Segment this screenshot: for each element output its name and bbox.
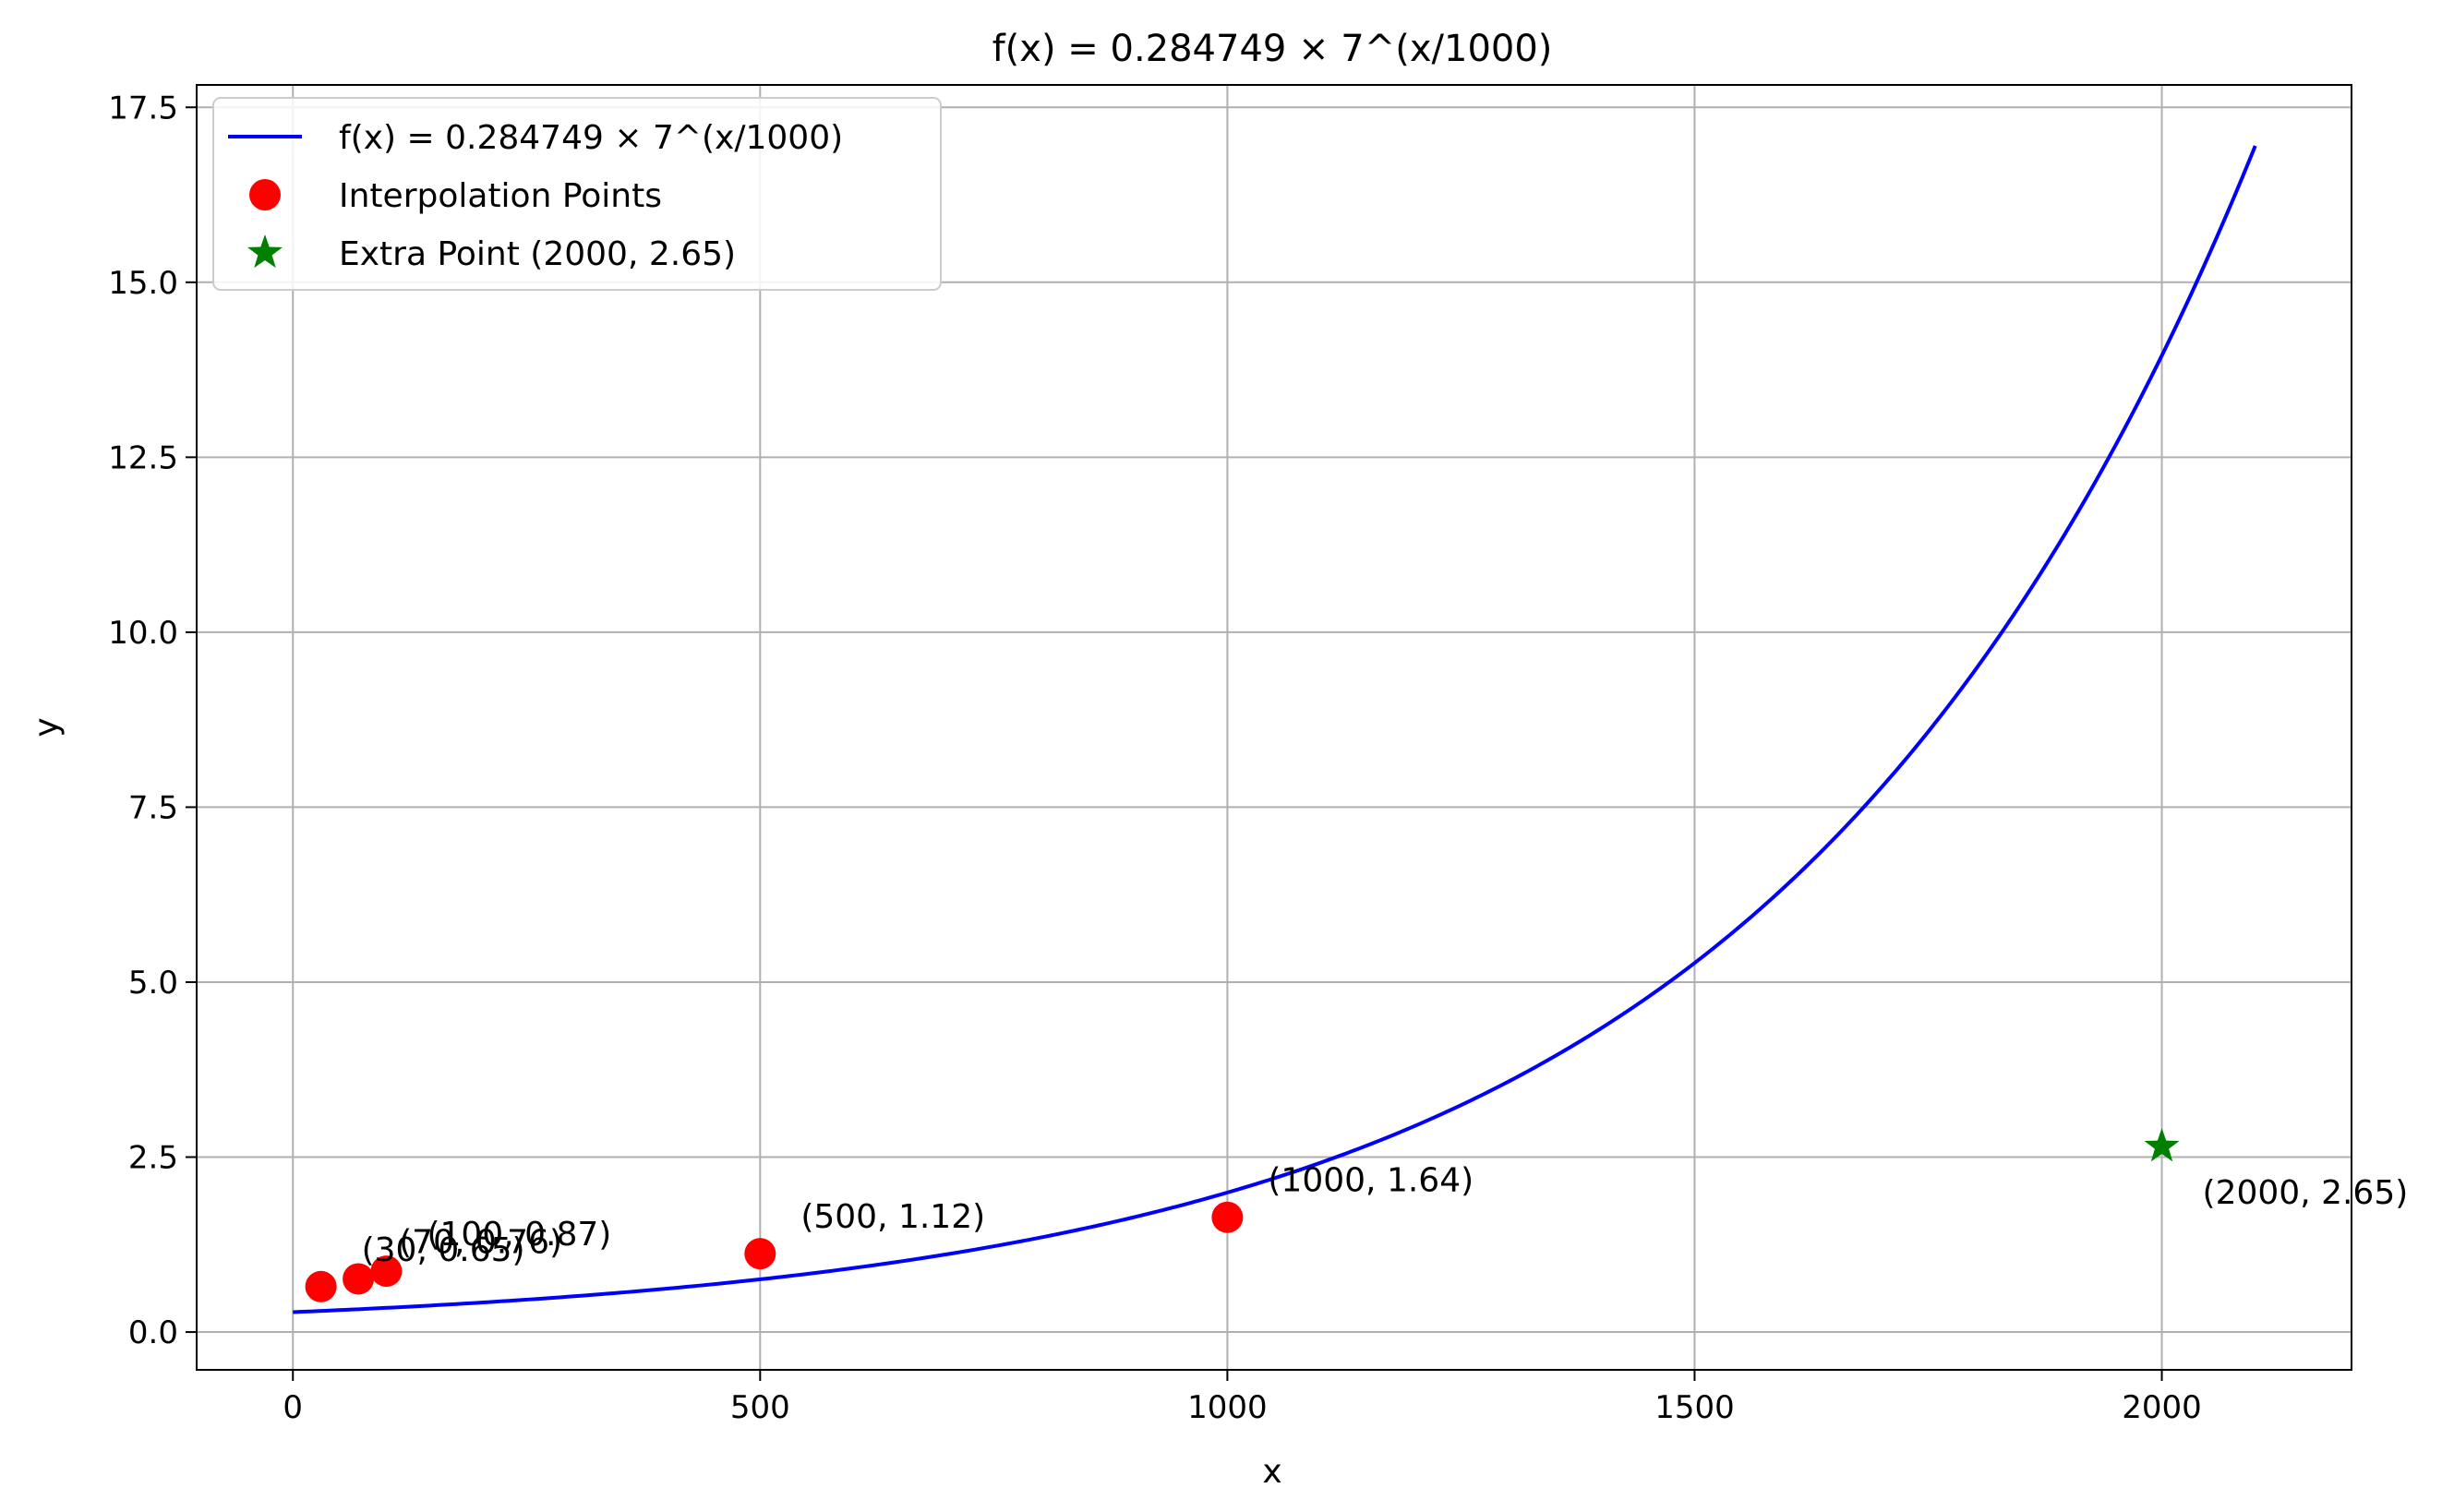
- interpolation-point: [1211, 1201, 1244, 1233]
- y-tick-label: 12.5: [108, 439, 178, 476]
- legend-label: Interpolation Points: [339, 177, 662, 215]
- y-axis-label: y: [28, 717, 66, 737]
- x-tick-label: 500: [730, 1389, 790, 1426]
- y-tick-label: 17.5: [108, 90, 178, 126]
- point-annotation: (100, 0.87): [427, 1216, 611, 1254]
- y-tick-label: 0.0: [128, 1314, 178, 1351]
- chart-title: f(x) = 0.284749 × 7^(x/1000): [992, 28, 1553, 70]
- legend-label: Extra Point (2000, 2.65): [339, 235, 736, 273]
- grid: [197, 85, 2352, 1370]
- legend-star-swatch: [247, 234, 283, 269]
- y-tick-label: 7.5: [128, 789, 178, 826]
- legend-label: f(x) = 0.284749 × 7^(x/1000): [339, 119, 843, 157]
- plot-area: (30, 0.65)(70, 0.76)(100, 0.87) (500, 1.1…: [293, 145, 2409, 1314]
- point-annotation: (30, 0.65): [362, 1231, 525, 1269]
- x-tick-label: 0: [283, 1389, 303, 1426]
- x-tick-label: 2000: [2122, 1389, 2202, 1426]
- x-tick-label: 1000: [1187, 1389, 1268, 1426]
- y-tick-label: 15.0: [108, 265, 178, 302]
- curve-line: [293, 145, 2257, 1314]
- x-axis-label: x: [1262, 1453, 1281, 1491]
- axes-frame: [196, 84, 2352, 1371]
- legend: f(x) = 0.284749 × 7^(x/1000) Interpolatio…: [212, 97, 942, 291]
- y-tick-label: 10.0: [108, 615, 178, 652]
- extra-point-star: [2144, 1128, 2180, 1162]
- point-annotation: (1000, 1.64): [1268, 1162, 1474, 1200]
- point-annotation: (2000, 2.65): [2203, 1174, 2409, 1212]
- x-tick-label: 1500: [1654, 1389, 1735, 1426]
- axis-ticks: 0 500 1000 1500 2000 0.0 2.5 5.0 7.5 10.0 12.5 15.0…: [108, 90, 2202, 1426]
- interpolation-point: [370, 1255, 403, 1288]
- interpolation-point: [744, 1238, 776, 1270]
- point-annotation: (70, 0.76): [399, 1223, 562, 1261]
- interpolation-point: [305, 1270, 337, 1302]
- interpolation-point: [343, 1263, 375, 1295]
- y-tick-label: 2.5: [128, 1140, 178, 1177]
- y-tick-label: 5.0: [128, 965, 178, 1002]
- legend-circle-swatch: [249, 179, 281, 210]
- point-annotation: (500, 1.12): [800, 1198, 985, 1236]
- legend-box: [212, 97, 942, 291]
